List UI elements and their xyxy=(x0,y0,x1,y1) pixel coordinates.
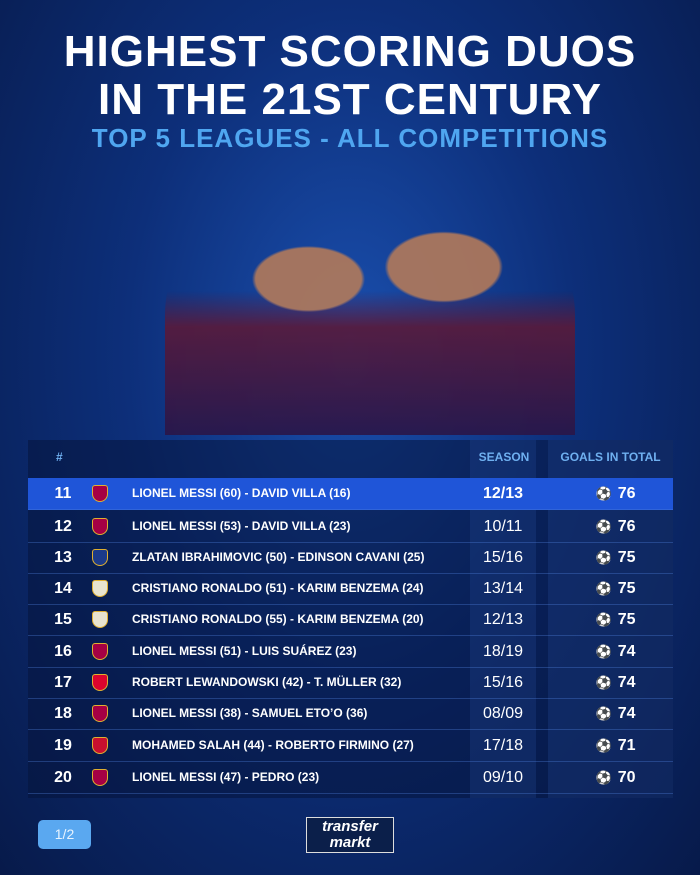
season: 12/13 xyxy=(482,611,524,628)
football-icon: ⚽ xyxy=(595,613,612,628)
goals: ⚽ 74 xyxy=(558,667,673,699)
club-crest-icon-real-madrid xyxy=(92,611,108,628)
goals: ⚽ 71 xyxy=(558,730,673,762)
season: 09/10 xyxy=(482,769,524,786)
goals-value: 71 xyxy=(617,737,636,754)
goals: ⚽ 74 xyxy=(558,636,673,668)
duo-names: LIONEL MESSI (60) - DAVID VILLA (16) xyxy=(132,486,351,500)
football-icon: ⚽ xyxy=(595,582,612,597)
duo-names: CRISTIANO RONALDO (51) - KARIM BENZEMA (… xyxy=(132,581,424,595)
logo-text-2: markt xyxy=(329,834,371,851)
rank: 19 xyxy=(54,737,72,754)
table-row: 11 LIONEL MESSI (60) - DAVID VILLA (16) … xyxy=(28,478,673,510)
transfermarkt-logo: transfer markt xyxy=(306,817,394,853)
rank: 13 xyxy=(54,549,72,566)
rank-header: # xyxy=(56,450,63,464)
football-icon: ⚽ xyxy=(595,771,612,786)
table-row: 12 LIONEL MESSI (53) - DAVID VILLA (23) … xyxy=(28,511,673,543)
logo-text-1: transfer xyxy=(322,818,378,835)
table-row: 13 ZLATAN IBRAHIMOVIC (50) - EDINSON CAV… xyxy=(28,542,673,574)
football-icon: ⚽ xyxy=(595,551,612,566)
duo-names: CRISTIANO RONALDO (55) - KARIM BENZEMA (… xyxy=(132,612,424,626)
season: 17/18 xyxy=(482,737,524,754)
season: 15/16 xyxy=(482,549,524,566)
subtitle: TOP 5 LEAGUES - ALL COMPETITIONS xyxy=(91,123,609,153)
duo-names: MOHAMED SALAH (44) - ROBERTO FIRMINO (27… xyxy=(132,738,414,752)
club-crest-icon-real-madrid xyxy=(92,580,108,597)
season: 18/19 xyxy=(482,643,524,660)
rank: 17 xyxy=(54,674,72,691)
goals-value: 76 xyxy=(617,485,636,502)
goals: ⚽ 76 xyxy=(558,511,673,543)
table-row: 19 MOHAMED SALAH (44) - ROBERTO FIRMINO … xyxy=(28,730,673,762)
season: 12/13 xyxy=(482,485,524,502)
goals-header: GOALS IN TOTAL xyxy=(560,450,661,464)
rank: 16 xyxy=(54,643,72,660)
goals: ⚽ 75 xyxy=(558,542,673,574)
football-icon: ⚽ xyxy=(595,520,612,535)
duo-names: LIONEL MESSI (51) - LUIS SUÁREZ (23) xyxy=(132,644,357,658)
table-row: 17 ROBERT LEWANDOWSKI (42) - T. MÜLLER (… xyxy=(28,667,673,699)
page-indicator[interactable]: 1/2 xyxy=(38,820,91,849)
season-header: SEASON xyxy=(478,450,530,464)
football-icon: ⚽ xyxy=(595,676,612,691)
goals-value: 74 xyxy=(617,674,636,691)
football-icon: ⚽ xyxy=(595,739,612,754)
season: 08/09 xyxy=(482,705,524,722)
goals-value: 74 xyxy=(617,643,636,660)
football-icon: ⚽ xyxy=(595,487,612,502)
title-line-2: IN THE 21ST CENTURY xyxy=(98,75,602,124)
table-row: 15 CRISTIANO RONALDO (55) - KARIM BENZEM… xyxy=(28,604,673,636)
goals-value: 75 xyxy=(617,549,636,566)
rank: 15 xyxy=(54,611,72,628)
duo-names: LIONEL MESSI (53) - DAVID VILLA (23) xyxy=(132,519,351,533)
goals-value: 75 xyxy=(617,580,636,597)
club-crest-icon-barcelona xyxy=(92,485,108,502)
season: 15/16 xyxy=(482,674,524,691)
duo-names: ZLATAN IBRAHIMOVIC (50) - EDINSON CAVANI… xyxy=(132,550,425,564)
table-row: 20 LIONEL MESSI (47) - PEDRO (23) 09/10 … xyxy=(28,762,673,794)
players-photo xyxy=(165,195,575,435)
goals: ⚽ 70 xyxy=(558,762,673,794)
season: 10/11 xyxy=(483,518,523,535)
goals-value: 74 xyxy=(617,705,636,722)
title-line-1: HIGHEST SCORING DUOS xyxy=(63,27,637,76)
club-crest-icon-psg xyxy=(92,549,108,566)
club-crest-icon-barcelona xyxy=(92,769,108,786)
goals: ⚽ 76 xyxy=(558,478,673,510)
goals-value: 70 xyxy=(617,769,636,786)
rank: 20 xyxy=(54,769,72,786)
rank: 14 xyxy=(54,580,72,597)
season: 13/14 xyxy=(482,580,524,597)
goals: ⚽ 75 xyxy=(558,573,673,605)
table-row: 18 LIONEL MESSI (38) - SAMUEL ETO’O (36)… xyxy=(28,698,673,730)
goals: ⚽ 75 xyxy=(558,604,673,636)
football-icon: ⚽ xyxy=(595,645,612,660)
club-crest-icon-barcelona xyxy=(92,705,108,722)
table-row: 16 LIONEL MESSI (51) - LUIS SUÁREZ (23) … xyxy=(28,636,673,668)
duo-names: LIONEL MESSI (47) - PEDRO (23) xyxy=(132,770,320,784)
goals-value: 76 xyxy=(617,518,636,535)
duo-names: LIONEL MESSI (38) - SAMUEL ETO’O (36) xyxy=(132,706,368,720)
rank: 18 xyxy=(54,705,72,722)
club-crest-icon-liverpool xyxy=(92,737,108,754)
rank: 12 xyxy=(54,518,72,535)
club-crest-icon-bayern xyxy=(92,674,108,691)
goals-value: 75 xyxy=(617,611,636,628)
club-crest-icon-barcelona xyxy=(92,643,108,660)
football-icon: ⚽ xyxy=(595,707,612,722)
rank: 11 xyxy=(54,485,72,502)
duo-names: ROBERT LEWANDOWSKI (42) - T. MÜLLER (32) xyxy=(132,675,402,689)
table-row: 14 CRISTIANO RONALDO (51) - KARIM BENZEM… xyxy=(28,573,673,605)
goals: ⚽ 74 xyxy=(558,698,673,730)
club-crest-icon-barcelona xyxy=(92,518,108,535)
